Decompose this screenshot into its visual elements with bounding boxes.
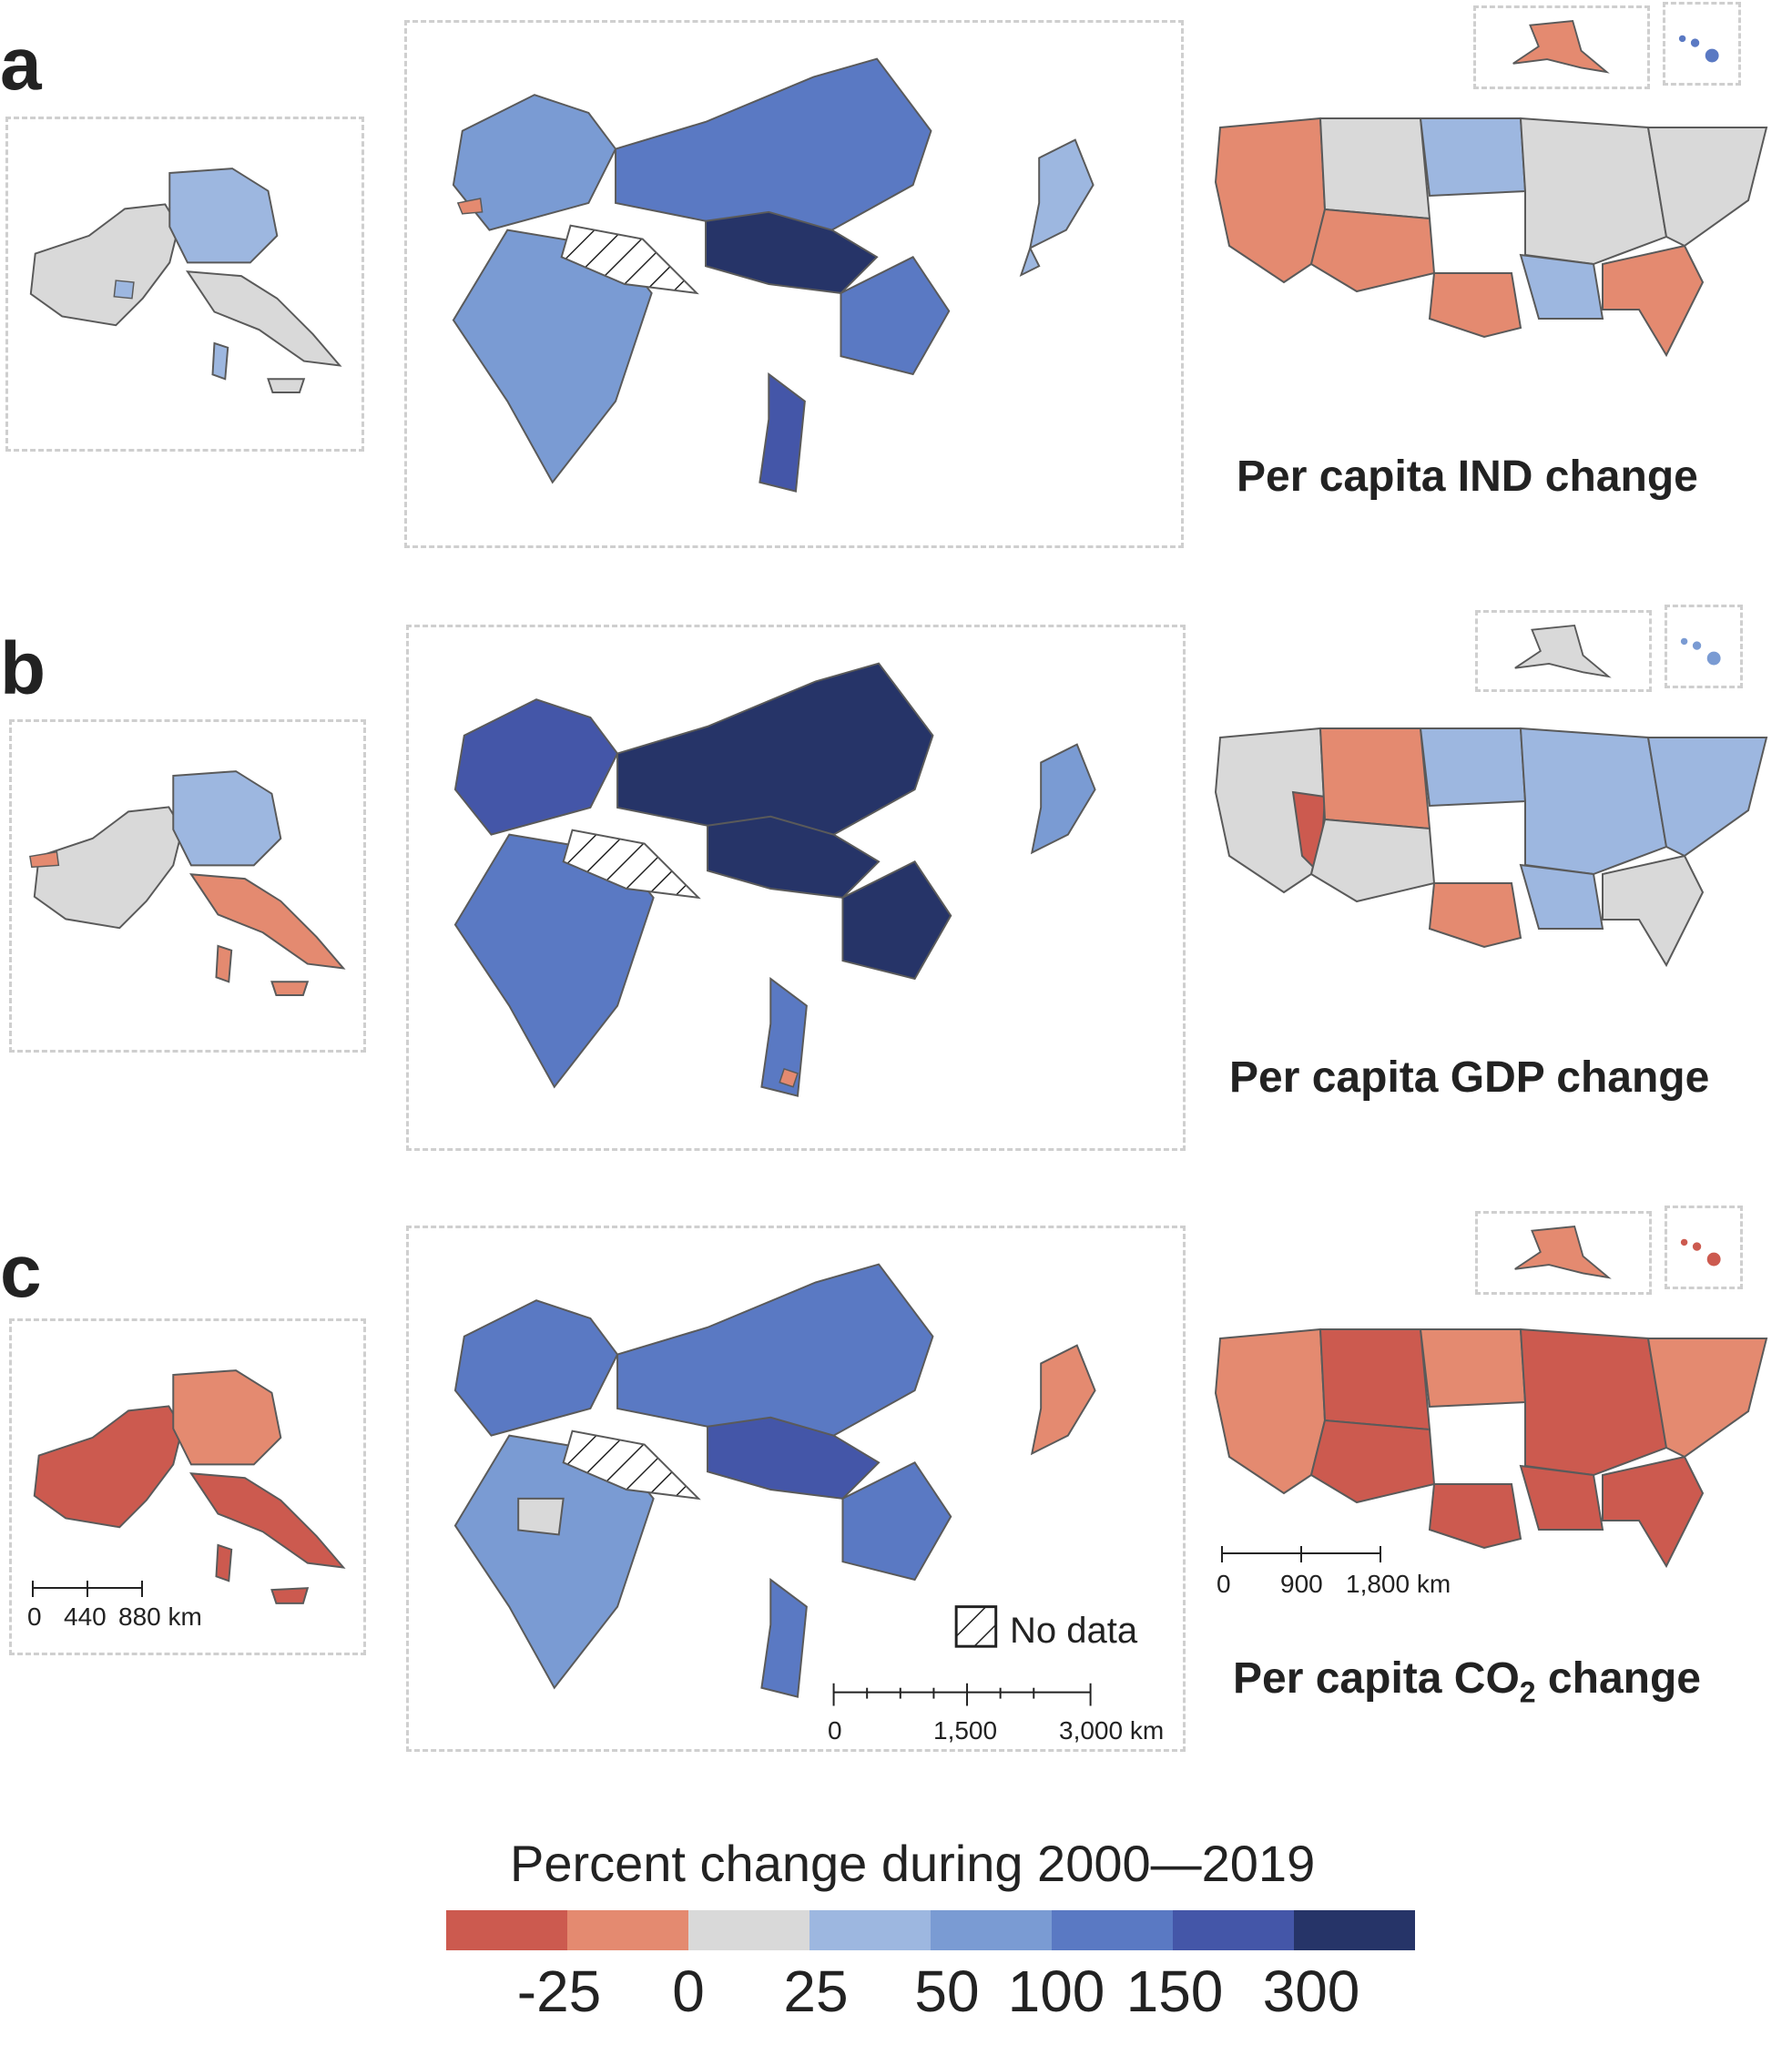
legend-title: Percent change during 2000—2019 [510, 1835, 1316, 1892]
legend-swatch-0 [567, 1910, 688, 1950]
usa-scale-label-1: 900 [1280, 1570, 1323, 1598]
europe-map-c [33, 1369, 346, 1604]
asia-map-b [453, 662, 1096, 1097]
hawaii-map-c [1680, 1238, 1721, 1267]
legend-tick-150: 150 [1125, 1959, 1224, 2024]
legend-swatch-300 [1173, 1910, 1294, 1950]
panel-letter-b: b [0, 627, 46, 710]
alaska-frame-b [1475, 610, 1652, 692]
hawaii-frame-a [1663, 2, 1741, 86]
legend-tick-300: 300 [1262, 1959, 1360, 2024]
europe-scale-line [32, 1581, 143, 1597]
asia-scale-label-2: 3,000 km [1059, 1716, 1165, 1745]
europe-scale-bar: 0 440 880 km [27, 1579, 209, 1643]
panel-title-b: Per capita GDP change [1229, 1053, 1710, 1102]
usa-map-c [1214, 1328, 1768, 1569]
usa-scale-label-0: 0 [1217, 1570, 1231, 1598]
alaska-frame-c [1475, 1211, 1652, 1295]
usa-scale-label-2: 1,800 km [1346, 1570, 1451, 1598]
no-data-swatch [954, 1605, 998, 1648]
usa-scale-bar: 0 900 1,800 km [1217, 1544, 1453, 1608]
europe-frame-b [9, 719, 366, 1053]
panel-title-c-subscript: 2 [1519, 1675, 1536, 1709]
usa-scale-line [1221, 1546, 1381, 1562]
panel-title-c-main: Per capita CO [1233, 1654, 1520, 1703]
panel-letter-a: a [0, 23, 42, 106]
legend-swatch-25 [688, 1910, 809, 1950]
panel-title-c-tail: change [1535, 1654, 1701, 1703]
hawaii-frame-c [1665, 1206, 1743, 1289]
europe-scale-label-1: 440 [64, 1602, 107, 1631]
hawaii-frame-b [1665, 605, 1743, 688]
legend-color-bar [446, 1910, 1415, 1950]
legend-swatch-150 [1052, 1910, 1173, 1950]
europe-frame-c [9, 1318, 366, 1655]
legend-tick-neg25: -25 [516, 1959, 602, 2024]
legend-tick-25: 25 [783, 1959, 849, 2024]
hawaii-map-a [1678, 35, 1719, 63]
alaska-map-c [1514, 1226, 1612, 1279]
alaska-map-b [1514, 624, 1612, 678]
asia-map-a [452, 57, 1095, 493]
europe-map-a [29, 168, 342, 394]
asia-scale-label-1: 1,500 [933, 1716, 998, 1745]
asia-scale-line [832, 1683, 1092, 1706]
europe-scale-label-0: 0 [27, 1602, 42, 1631]
asia-scale-label-0: 0 [828, 1716, 842, 1745]
panel-title-a: Per capita IND change [1237, 453, 1698, 501]
europe-map-b [29, 770, 346, 996]
legend-swatch-100 [931, 1910, 1052, 1950]
asia-frame-a [404, 20, 1184, 548]
panel-title-c: Per capita CO2 change [1233, 1653, 1701, 1710]
legend-tick-100: 100 [1007, 1959, 1105, 2024]
asia-frame-b [406, 625, 1186, 1151]
europe-scale-label-2: 880 km [118, 1602, 202, 1631]
hawaii-map-b [1680, 637, 1721, 666]
europe-frame-a [5, 117, 364, 452]
legend-swatch-neg25 [446, 1910, 567, 1950]
panel-letter-c: c [0, 1230, 42, 1313]
legend-tick-50: 50 [914, 1959, 980, 2024]
usa-map-b [1214, 727, 1768, 968]
no-data-label: No data [1010, 1611, 1138, 1651]
asia-frame-c: No data 0 1,500 3,000 km [406, 1226, 1186, 1752]
legend-swatch-50 [809, 1910, 931, 1950]
usa-map-a [1214, 117, 1768, 358]
asia-map-c [453, 1263, 1096, 1706]
alaska-map-a [1512, 20, 1610, 74]
legend-swatch-top [1294, 1910, 1415, 1950]
legend-tick-0: 0 [672, 1959, 705, 2024]
alaska-frame-a [1473, 5, 1650, 89]
